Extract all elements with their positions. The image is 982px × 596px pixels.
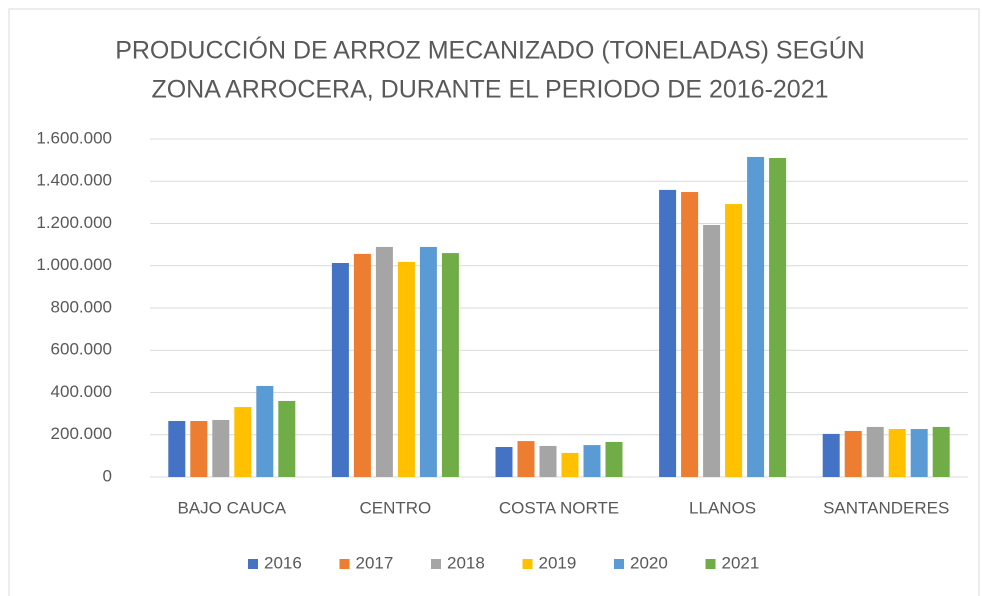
y-tick-label: 1.400.000 (36, 171, 112, 190)
bar (561, 452, 579, 477)
chart-title: ZONA ARROCERA, DURANTE EL PERIODO DE 201… (151, 76, 828, 104)
legend-label: 2019 (539, 553, 577, 572)
legend-label: 2017 (356, 553, 394, 572)
bar (234, 407, 252, 477)
y-tick-label: 800.000 (51, 297, 112, 316)
legend-swatch (431, 559, 441, 569)
y-tick-label: 600.000 (51, 340, 112, 359)
y-tick-label: 400.000 (51, 382, 112, 401)
bar (910, 429, 928, 477)
bar (419, 246, 437, 477)
x-tick-label: BAJO CAUCA (177, 498, 286, 517)
legend-label: 2021 (722, 553, 760, 572)
x-tick-label: COSTA NORTE (499, 498, 619, 517)
bar (278, 400, 296, 477)
y-tick-label: 200.000 (51, 424, 112, 443)
bar (212, 419, 230, 477)
bar (844, 430, 862, 477)
x-tick-label: CENTRO (360, 498, 432, 517)
bar (331, 263, 349, 477)
y-tick-label: 0 (103, 466, 112, 485)
bar (822, 433, 840, 477)
x-tick-label: SANTANDERES (823, 498, 949, 517)
chart-border (8, 8, 980, 596)
bar (747, 156, 765, 478)
legend-label: 2020 (630, 553, 668, 572)
legend-label: 2016 (264, 553, 302, 572)
legend-swatch (614, 559, 624, 569)
y-tick-label: 1.200.000 (36, 213, 112, 232)
bar (769, 158, 787, 477)
legend-swatch (705, 559, 716, 569)
bar (583, 445, 601, 477)
bar (681, 192, 699, 477)
bar (703, 224, 721, 477)
bar (168, 421, 186, 477)
bar (539, 445, 557, 477)
x-tick-label: LLANOS (689, 498, 756, 517)
y-tick-label: 1.600.000 (36, 128, 112, 147)
bar (495, 447, 513, 477)
bar (256, 385, 274, 477)
bar (190, 421, 208, 477)
bar (659, 189, 677, 477)
bar (725, 204, 743, 477)
y-tick-label: 1.000.000 (36, 255, 112, 274)
bar (605, 441, 623, 477)
legend-swatch (522, 559, 533, 569)
bar (866, 426, 884, 477)
legend-label: 2018 (447, 553, 485, 572)
chart-title: PRODUCCIÓN DE ARROZ MECANIZADO (TONELADA… (115, 36, 865, 65)
bar (441, 253, 459, 477)
bar (397, 261, 415, 477)
bar (932, 426, 950, 477)
bar (517, 441, 535, 477)
bar (375, 246, 393, 477)
legend-swatch (248, 559, 258, 569)
bar (888, 429, 906, 477)
legend-swatch (339, 559, 350, 569)
bar (353, 253, 371, 477)
